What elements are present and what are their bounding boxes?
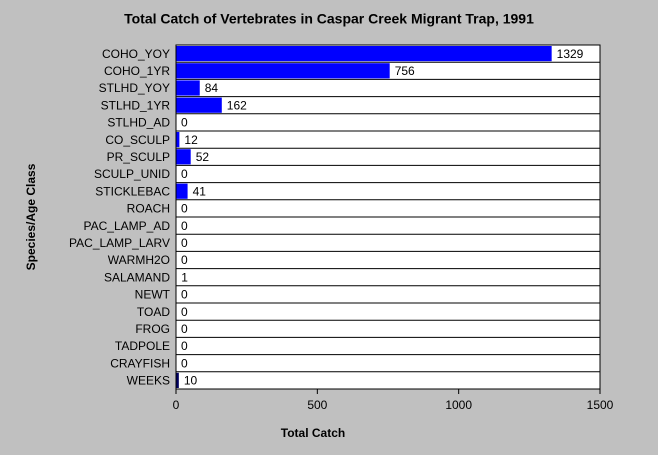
value-label: 0 xyxy=(181,202,188,216)
value-label: 0 xyxy=(181,322,188,336)
y-tick-label: STLHD_1YR xyxy=(101,98,171,112)
y-tick-label: CO_SCULP xyxy=(105,133,170,147)
y-tick-label: TOAD xyxy=(137,305,170,319)
value-label: 0 xyxy=(181,253,188,267)
value-label: 162 xyxy=(227,98,247,112)
value-label: 0 xyxy=(181,305,188,319)
bar xyxy=(176,183,188,199)
x-axis-label: Total Catch xyxy=(281,426,345,440)
bar xyxy=(176,97,222,113)
value-label: 84 xyxy=(205,81,219,95)
value-label: 0 xyxy=(181,167,188,181)
value-label: 756 xyxy=(395,64,415,78)
value-label: 0 xyxy=(181,339,188,353)
bar xyxy=(176,46,552,62)
bar xyxy=(176,149,191,165)
y-tick-label: ROACH xyxy=(127,202,170,216)
y-tick-label: CRAYFISH xyxy=(110,356,170,370)
y-tick-label: FROG xyxy=(135,322,170,336)
bar xyxy=(176,80,200,96)
y-tick-label: STLHD_AD xyxy=(107,116,170,130)
value-label: 41 xyxy=(193,184,207,198)
y-tick-label: TADPOLE xyxy=(115,339,170,353)
x-tick-label: 1000 xyxy=(445,398,472,412)
y-tick-label: PR_SCULP xyxy=(107,150,170,164)
value-label: 10 xyxy=(184,374,198,388)
plot-border xyxy=(175,44,601,390)
value-label: 1329 xyxy=(557,47,584,61)
bar xyxy=(176,132,180,148)
x-tick-label: 500 xyxy=(307,398,327,412)
bar xyxy=(176,63,390,79)
value-label: 12 xyxy=(184,133,198,147)
y-tick-label: STLHD_YOY xyxy=(99,81,170,95)
y-tick-label: SCULP_UNID xyxy=(94,167,170,181)
y-axis-label: Species/Age Class xyxy=(24,163,38,270)
value-label: 0 xyxy=(181,288,188,302)
value-label: 0 xyxy=(181,219,188,233)
y-tick-label: PAC_LAMP_AD xyxy=(84,219,171,233)
y-tick-label: COHO_YOY xyxy=(102,47,170,61)
x-tick-label: 0 xyxy=(173,398,180,412)
y-tick-label: SALAMAND xyxy=(104,270,170,284)
y-tick-label: WARMH2O xyxy=(108,253,170,267)
chart-title: Total Catch of Vertebrates in Caspar Cre… xyxy=(124,11,534,27)
value-label: 0 xyxy=(181,356,188,370)
value-label: 0 xyxy=(181,116,188,130)
y-tick-label: COHO_1YR xyxy=(104,64,170,78)
value-label: 52 xyxy=(196,150,210,164)
y-tick-label: STICKLEBAC xyxy=(95,184,170,198)
y-tick-label: WEEKS xyxy=(127,374,170,388)
value-label: 1 xyxy=(181,270,188,284)
bar xyxy=(176,372,179,388)
value-label: 0 xyxy=(181,236,188,250)
x-tick-label: 1500 xyxy=(587,398,614,412)
y-tick-label: PAC_LAMP_LARV xyxy=(69,236,170,250)
y-tick-label: NEWT xyxy=(135,288,171,302)
